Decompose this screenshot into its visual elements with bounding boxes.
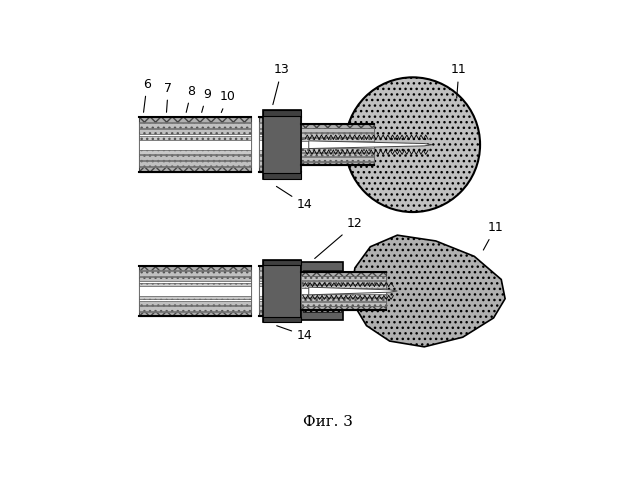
Bar: [259, 276, 301, 306]
Bar: [140, 282, 251, 300]
Bar: [140, 286, 251, 296]
Polygon shape: [308, 141, 432, 148]
Bar: [259, 286, 301, 296]
Bar: [301, 141, 374, 148]
Bar: [259, 128, 301, 162]
Text: 14: 14: [276, 326, 313, 342]
Text: 14: 14: [276, 186, 313, 211]
Bar: [259, 270, 301, 312]
Text: 13: 13: [273, 64, 290, 104]
Bar: [262, 260, 301, 322]
Bar: [259, 136, 301, 154]
Bar: [259, 134, 301, 155]
Bar: [301, 134, 374, 156]
Bar: [259, 272, 301, 310]
Bar: [259, 282, 301, 300]
Bar: [301, 137, 374, 152]
Bar: [259, 123, 301, 166]
Bar: [140, 117, 251, 172]
Bar: [262, 110, 301, 180]
Bar: [140, 134, 251, 155]
Bar: [262, 260, 301, 266]
Bar: [301, 280, 386, 302]
Text: 11: 11: [451, 64, 467, 98]
Bar: [301, 272, 386, 310]
Bar: [301, 128, 374, 162]
Bar: [301, 285, 386, 297]
Bar: [301, 138, 374, 151]
Bar: [301, 128, 374, 161]
Circle shape: [346, 78, 480, 212]
Text: 12: 12: [315, 218, 363, 258]
Bar: [301, 288, 386, 294]
Bar: [140, 122, 251, 168]
Bar: [259, 117, 301, 172]
Bar: [303, 270, 342, 312]
Bar: [140, 272, 251, 310]
Bar: [301, 276, 386, 306]
Bar: [262, 110, 301, 116]
Bar: [140, 276, 251, 306]
Bar: [301, 132, 374, 157]
Text: Фиг. 3: Фиг. 3: [303, 415, 353, 429]
Bar: [259, 140, 301, 149]
Bar: [262, 316, 301, 322]
Text: 8: 8: [186, 84, 195, 112]
Bar: [140, 136, 251, 154]
Text: 11: 11: [483, 222, 503, 250]
Bar: [259, 122, 301, 168]
Bar: [140, 282, 251, 300]
Bar: [259, 130, 301, 160]
Bar: [262, 173, 301, 180]
Bar: [140, 123, 251, 166]
Text: 6: 6: [143, 78, 151, 112]
Bar: [140, 266, 251, 316]
Bar: [259, 277, 301, 305]
Bar: [140, 128, 251, 162]
Text: 7: 7: [164, 82, 172, 112]
Bar: [301, 262, 344, 320]
Bar: [259, 266, 301, 316]
Bar: [140, 130, 251, 160]
Text: 9: 9: [202, 88, 211, 112]
Bar: [140, 270, 251, 312]
Text: 10: 10: [220, 90, 236, 112]
Polygon shape: [351, 235, 505, 347]
Bar: [301, 276, 386, 306]
Bar: [140, 277, 251, 305]
Bar: [301, 280, 386, 301]
Bar: [301, 124, 374, 166]
Bar: [259, 282, 301, 300]
Bar: [301, 284, 386, 298]
Bar: [140, 140, 251, 149]
Polygon shape: [308, 287, 397, 295]
